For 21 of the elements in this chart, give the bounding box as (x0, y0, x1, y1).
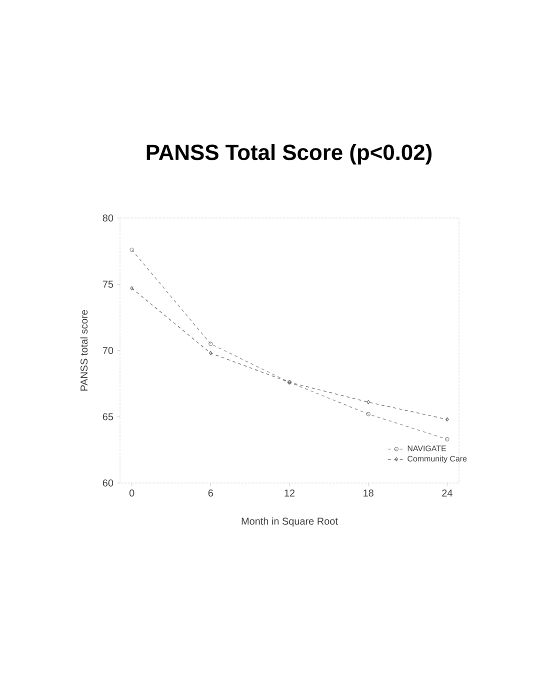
chart-title: PANSS Total Score (p<0.02) (146, 144, 432, 164)
point (208, 342, 213, 346)
point (130, 286, 134, 290)
y-tick-label: 80 (102, 214, 114, 222)
point (366, 400, 370, 404)
x-tick-label: 12 (284, 490, 295, 496)
x-tick-label: 18 (364, 490, 374, 497)
y-tick-label: 70 (102, 346, 114, 354)
x-axis-title: Month in Square Root (242, 517, 338, 527)
x-tick-label: 24 (442, 490, 452, 496)
point (130, 248, 134, 252)
point (366, 412, 370, 416)
y-tick-label: 65 (102, 413, 114, 420)
x-tick-label: 6 (208, 490, 214, 497)
point (445, 437, 450, 442)
y-axis-title: PANSS total score (80, 310, 88, 391)
y-tick-label: 75 (102, 280, 114, 288)
x-tick-label: 0 (129, 490, 134, 497)
y-tick-label: 60 (102, 479, 114, 487)
point (446, 417, 449, 422)
point (209, 351, 212, 356)
